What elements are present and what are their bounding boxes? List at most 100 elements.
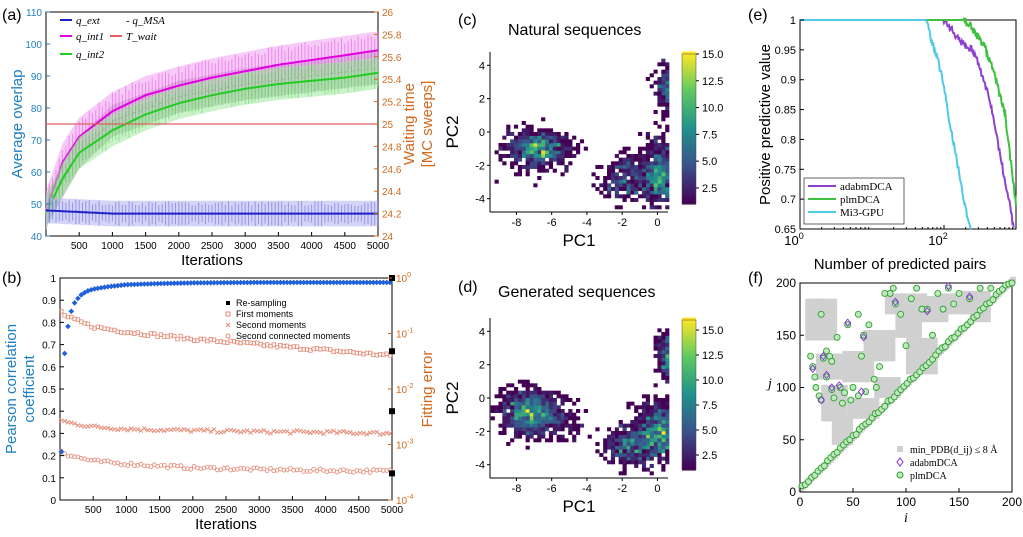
y-right-tick-label: 24.8 — [382, 142, 402, 153]
y-axis-label: Positive predictive value — [757, 44, 774, 205]
colorbar-cell — [682, 358, 696, 362]
hexbin-cell — [641, 172, 647, 177]
y-right-tick-label: 25.6 — [382, 53, 402, 64]
pearson-point — [350, 279, 357, 286]
hexbin-cell — [657, 165, 662, 169]
hexbin-cell — [665, 73, 670, 78]
hexbin-cell — [537, 157, 542, 162]
hexbin-cell — [634, 453, 639, 457]
hexbin-cell — [634, 442, 639, 446]
pearson-point — [380, 279, 387, 286]
hexbin-cell — [564, 150, 569, 155]
y-tick-label: 1 — [50, 274, 56, 285]
colorbar-cell — [682, 467, 696, 471]
pearson-point — [154, 280, 161, 287]
hexbin-cell — [638, 427, 643, 432]
colorbar-cell — [682, 109, 696, 114]
hexbin-cell — [494, 179, 499, 184]
colorbar-cell — [682, 320, 696, 324]
hexbin-cell — [494, 150, 499, 155]
hexbin-cell — [517, 154, 523, 158]
hexbin-cell — [544, 128, 550, 133]
pearson-point — [65, 323, 71, 330]
hexbin-cell — [618, 187, 623, 191]
hexbin-cell — [560, 394, 565, 399]
hexbin-cell — [525, 398, 530, 402]
hexbin-cell — [653, 143, 658, 147]
hexbin-cell — [626, 194, 631, 199]
hexbin-cell — [626, 161, 631, 166]
hexbin-cell — [607, 434, 612, 439]
second-connected-point — [361, 469, 366, 475]
hexbin-cell — [568, 161, 573, 166]
hexbin-cell — [552, 390, 557, 395]
hexbin-cell — [533, 405, 538, 410]
hexbin-cell — [544, 135, 550, 140]
colorbar-cell — [682, 375, 696, 380]
hexbin-cell — [498, 431, 503, 435]
hexbin-cell — [544, 405, 550, 410]
second-connected-point — [125, 463, 131, 468]
colorbar-cell — [682, 158, 696, 162]
hexbin-cell — [641, 427, 647, 432]
pearson-point — [307, 279, 314, 286]
panel-d-title: Generated sequences — [498, 284, 655, 301]
hexbin-cell — [661, 412, 666, 417]
y-tick-label: 110 — [26, 8, 42, 19]
hexbin-cell — [560, 412, 565, 417]
hexbin-cell — [653, 346, 658, 351]
hexbin-cell — [665, 154, 670, 158]
hexbin-cell — [595, 442, 600, 446]
second-moment-point — [68, 420, 74, 425]
pearson-point — [314, 279, 320, 286]
plmDCA-point — [858, 352, 865, 360]
hexbin-cell — [630, 438, 635, 443]
colorbar-cell — [682, 436, 696, 441]
hexbin-cell — [626, 438, 631, 443]
y-tick-label: 0 — [479, 393, 485, 405]
second-connected-point — [291, 467, 297, 473]
hexbin-cell — [525, 146, 530, 151]
hexbin-cell — [626, 453, 631, 457]
hexbin-cell — [560, 135, 565, 140]
y-tick-label: 0.4 — [42, 407, 56, 418]
hexbin-cell — [610, 434, 616, 439]
second-connected-point — [88, 457, 94, 463]
hexbin-cell — [560, 438, 565, 443]
hexbin-cell — [521, 420, 526, 424]
hexbin-cell — [568, 150, 573, 155]
plmDCA-point — [966, 295, 974, 303]
hexbin-cell — [641, 460, 647, 465]
hexbin-cell — [657, 157, 662, 162]
hexbin-cell — [595, 187, 600, 191]
second-connected-point — [268, 466, 273, 471]
hexbin-cell — [548, 135, 554, 140]
second-connected-point — [248, 468, 253, 473]
hexbin-cell — [544, 150, 550, 155]
hexbin-cell — [564, 423, 569, 428]
second-moment-point — [208, 429, 214, 434]
hexbin-cell — [626, 190, 631, 195]
hexbin-cell — [541, 401, 546, 406]
second-moment-point — [374, 429, 380, 435]
hexbin-cell — [614, 205, 619, 210]
hexbin-cell — [564, 168, 569, 173]
hexbin-cell — [665, 434, 670, 439]
hexbin-cell — [622, 464, 627, 468]
hexbin-cell — [498, 409, 503, 413]
hexbin-cell — [603, 438, 608, 443]
hexbin-cell — [649, 154, 654, 158]
hexbin-cell — [541, 135, 546, 140]
pearson-point — [224, 279, 231, 286]
legend-swatch-plmDCA — [896, 471, 904, 479]
hexbin-cell — [638, 412, 643, 417]
hexbin-cell — [513, 146, 519, 151]
hexbin-cell — [653, 165, 658, 169]
hexbin-cell — [529, 143, 534, 147]
hexbin-cell — [657, 434, 662, 439]
hexbin-cell — [630, 190, 635, 195]
y-tick-label: 1 — [790, 15, 796, 27]
hexbin-cell — [502, 423, 507, 428]
hexbin-cell — [537, 416, 542, 421]
hexbin-cell — [645, 449, 650, 454]
